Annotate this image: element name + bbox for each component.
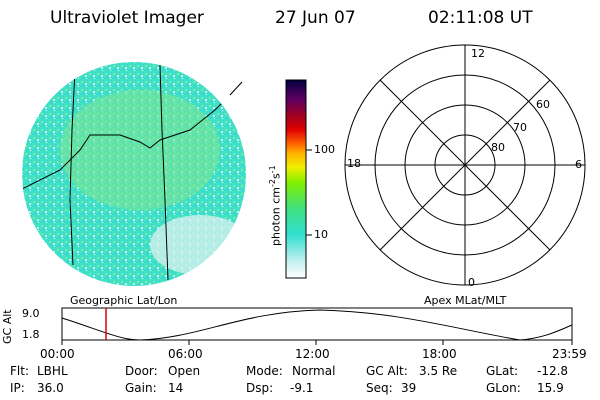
colorbar-tick-100: 100 (314, 143, 335, 156)
altitude-plot (61, 307, 573, 345)
door-value: Open (168, 364, 201, 378)
altitude-ytick-1-8: 1.8 (22, 328, 40, 341)
gcalt-value: 3.5 Re (419, 364, 458, 378)
gain-label: Gain: (125, 381, 157, 395)
altitude-xtick-1200: 12:00 (295, 347, 330, 361)
colorbar-tick-10: 10 (314, 228, 328, 241)
altitude-ylabel: GC Alt (1, 309, 14, 344)
uv-image (22, 62, 246, 286)
glat-value: -12.8 (537, 364, 569, 378)
altitude-xtick-0600: 06:00 (168, 347, 203, 361)
polar-caption: Apex MLat/MLT (424, 294, 507, 307)
mlt-label-0: 0 (468, 276, 475, 289)
door-label: Door: (125, 364, 158, 378)
lat-label-80: 80 (491, 141, 505, 154)
flt-label: Flt: (10, 364, 29, 378)
lat-label-60: 60 (536, 98, 550, 111)
dsp-value: -9.1 (290, 381, 314, 395)
lat-label-70: 70 (513, 121, 527, 134)
mode-label: Mode: (246, 364, 283, 378)
altitude-ytick-9: 9.0 (22, 307, 40, 320)
dsp-label: Dsp: (246, 381, 274, 395)
glon-label: GLon: (486, 381, 521, 395)
gain-value: 14 (168, 381, 184, 395)
polar-plot (344, 44, 586, 286)
altitude-xtick-2359: 23:59 (552, 347, 587, 361)
colorbar (285, 79, 307, 279)
glat-label: GLat: (486, 364, 519, 378)
gcalt-label: GC Alt: (366, 364, 408, 378)
seq-label: Seq: (366, 381, 393, 395)
time-label: 02:11:08 UT (428, 8, 533, 28)
image-caption: Geographic Lat/Lon (70, 294, 178, 307)
mlt-label-6: 6 (575, 158, 582, 171)
ip-label: IP: (10, 381, 25, 395)
altitude-xtick-1800: 18:00 (422, 347, 457, 361)
date-label: 27 Jun 07 (275, 8, 356, 28)
altitude-xtick-0000: 00:00 (40, 347, 75, 361)
glon-value: 15.9 (537, 381, 564, 395)
seq-value: 39 (401, 381, 417, 395)
mlt-label-18: 18 (347, 157, 361, 170)
colorbar-unit-label: photon cm-2s-1 (268, 165, 283, 246)
mode-value: Normal (292, 364, 336, 378)
flt-value: LBHL (37, 364, 68, 378)
ip-value: 36.0 (37, 381, 64, 395)
mlt-label-12: 12 (471, 47, 485, 60)
instrument-title: Ultraviolet Imager (50, 8, 204, 28)
